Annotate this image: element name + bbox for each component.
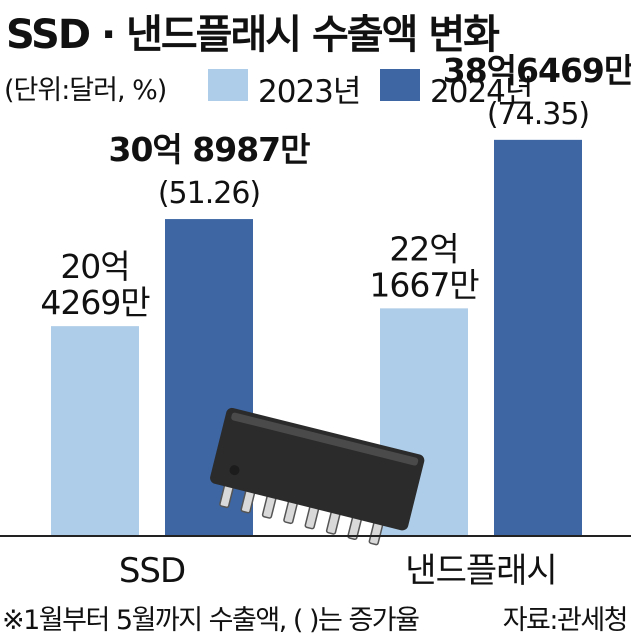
source-note: 자료:관세청 xyxy=(502,605,629,636)
chip-highlight xyxy=(231,412,419,466)
legend-swatch-2024 xyxy=(380,69,420,101)
bar-낸드플래시-1 xyxy=(494,139,582,535)
chip-notch xyxy=(229,465,240,476)
chip-illustration xyxy=(210,407,425,546)
x-tick-label: 낸드플래시 xyxy=(405,551,556,591)
chart-title: SSD · 낸드플래시 수출액 변화 xyxy=(6,12,500,58)
data-label-2023-line1: 20억 xyxy=(60,247,129,286)
data-label-2024-amount: 38억6469만 xyxy=(443,51,631,90)
chip-body xyxy=(210,407,425,531)
legend-item-2024: 2024년 xyxy=(380,64,540,110)
data-label-2023-line1: 22억 xyxy=(389,229,458,268)
legend-label-2023: 2023년 xyxy=(258,74,361,110)
footnote: ※1월부터 5월까지 수출액, ( )는 증가율 xyxy=(2,605,420,636)
x-tick-label: SSD xyxy=(119,551,185,591)
bar-SSD-0 xyxy=(51,326,139,535)
legend-label-2024: 2024년 xyxy=(430,74,533,110)
data-label-2023-line2: 4269만 xyxy=(40,283,150,322)
data-label-2023-line2: 1667만 xyxy=(369,265,479,304)
unit-note: (단위:달러, %) xyxy=(4,75,167,106)
data-label-2024-amount: 30억 8987만 xyxy=(109,130,311,169)
data-label-2024-growth: (51.26) xyxy=(158,176,260,211)
legend-item-2023: 2023년 xyxy=(208,64,368,110)
legend-swatch-2023 xyxy=(208,69,248,101)
data-label-2024-growth: (74.35) xyxy=(487,97,589,132)
